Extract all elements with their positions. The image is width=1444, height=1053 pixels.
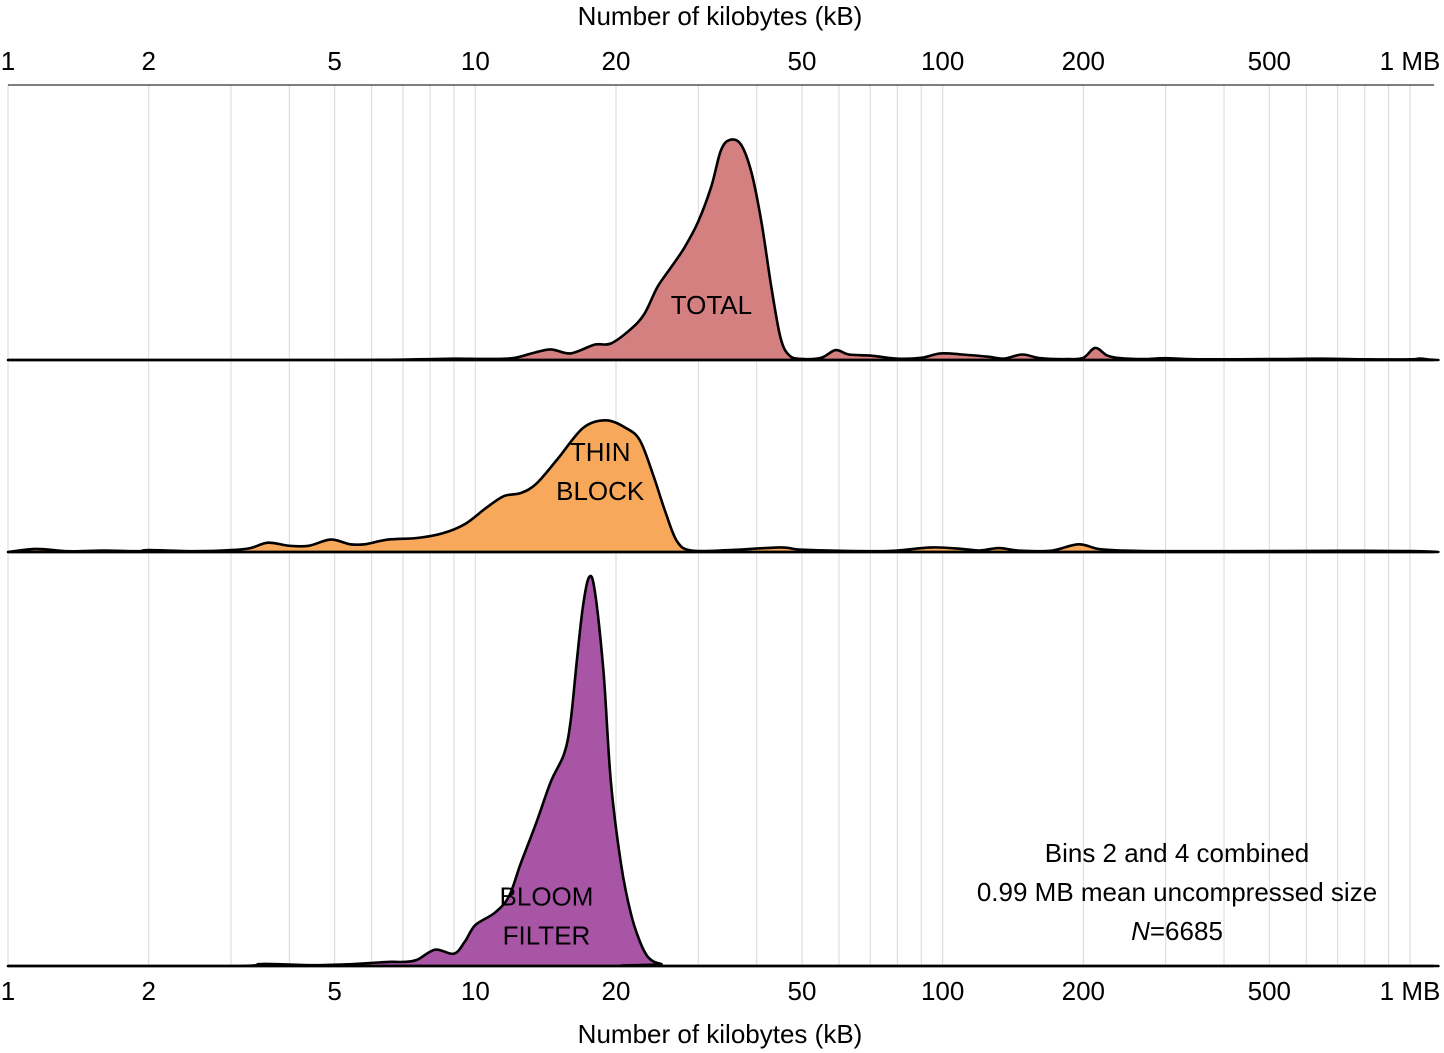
- bottom-tick-label-50: 50: [788, 976, 817, 1006]
- top-tick-label-100: 100: [921, 46, 964, 76]
- top-tick-label-20: 20: [602, 46, 631, 76]
- bottom-tick-label-100: 100: [921, 976, 964, 1006]
- top-tick-labels: 1 2 5 10 20 50 100 200 500 1 MB: [1, 46, 1441, 76]
- series-label-bloom-filter-line-1: BLOOM: [500, 882, 594, 912]
- plot-frame: [8, 84, 1434, 967]
- series-label-total-line-1: TOTAL: [671, 290, 752, 320]
- series-label-bloom-filter-line-2: FILTER: [503, 921, 591, 951]
- bottom-tick-label-200: 200: [1062, 976, 1105, 1006]
- series-labels: TOTAL THIN BLOCK BLOOM FILTER: [500, 290, 753, 951]
- bottom-tick-label-2: 2: [141, 976, 155, 1006]
- bottom-tick-label-10: 10: [461, 976, 490, 1006]
- bottom-tick-label-5: 5: [327, 976, 341, 1006]
- bottom-tick-label-20: 20: [602, 976, 631, 1006]
- top-tick-label-1000: 1 MB: [1380, 46, 1441, 76]
- annotation-line-mean-size: 0.99 MB mean uncompressed size: [977, 877, 1377, 907]
- bottom-tick-labels: 1 2 5 10 20 50 100 200 500 1 MB: [1, 976, 1441, 1006]
- top-tick-label-5: 5: [327, 46, 341, 76]
- annotation-line-bins: Bins 2 and 4 combined: [1045, 838, 1310, 868]
- top-tick-label-200: 200: [1062, 46, 1105, 76]
- series-label-thin-block-line-2: BLOCK: [556, 476, 645, 506]
- density-area-bloom-filter: [6, 574, 1440, 968]
- series-label-thin-block-line-1: THIN: [570, 437, 631, 467]
- annotation-line-sample-size: N=6685: [1131, 916, 1223, 946]
- top-tick-label-50: 50: [788, 46, 817, 76]
- x-axis-title-bottom: Number of kilobytes (kB): [578, 1019, 863, 1049]
- top-tick-label-10: 10: [461, 46, 490, 76]
- bottom-tick-label-1000: 1 MB: [1380, 976, 1441, 1006]
- top-tick-label-2: 2: [141, 46, 155, 76]
- bottom-tick-label-500: 500: [1248, 976, 1291, 1006]
- bottom-tick-label-1: 1: [1, 976, 15, 1006]
- summary-annotation: Bins 2 and 4 combined 0.99 MB mean uncom…: [977, 838, 1377, 946]
- top-tick-label-500: 500: [1248, 46, 1291, 76]
- x-axis-title-top: Number of kilobytes (kB): [578, 1, 863, 31]
- annotation-n-value: =6685: [1150, 916, 1223, 946]
- density-area-thin-block: [6, 419, 1440, 554]
- annotation-n-symbol: N: [1131, 916, 1150, 946]
- top-tick-label-1: 1: [1, 46, 15, 76]
- vertical-gridlines: [7, 85, 1411, 966]
